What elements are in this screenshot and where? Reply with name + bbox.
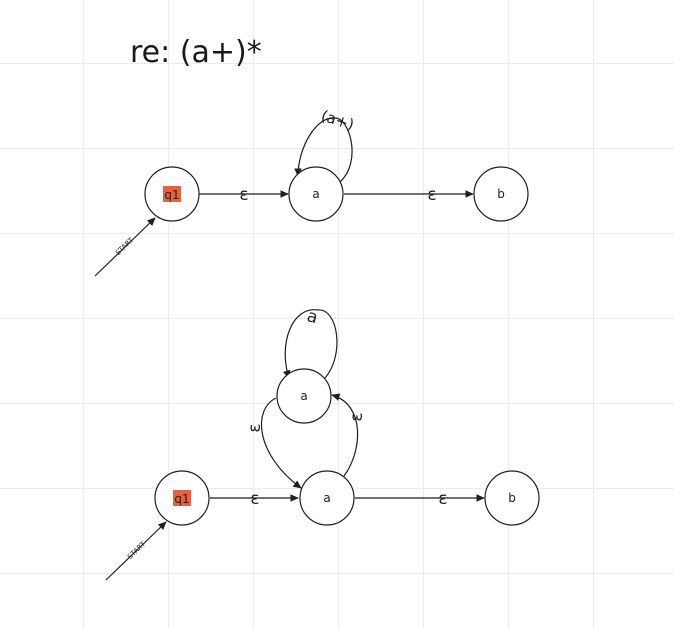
start-arrow <box>94 217 156 277</box>
state-q1[interactable]: q1 <box>144 166 200 222</box>
edge-a-top-to-a-label: ε <box>245 423 265 432</box>
state-q1-2-highlight <box>173 490 191 506</box>
edge-a-top-to-a <box>260 397 302 489</box>
start-arrow-2 <box>105 521 167 581</box>
regex-title: re: (a+)* <box>130 35 262 70</box>
edge-a-b-2-label: ε <box>438 489 447 509</box>
edge-q1-a-label: ε <box>239 185 248 205</box>
state-b-label: b <box>497 187 505 201</box>
edge-a-to-a-top <box>331 393 359 477</box>
state-b-2-label: b <box>508 491 516 505</box>
state-a-label: a <box>312 187 319 201</box>
state-a-top-label: a <box>300 389 307 403</box>
edge-a-b-label: ε <box>427 185 436 205</box>
edge-a-to-a-top-label: ε <box>347 412 367 421</box>
loop-edge-a <box>294 117 353 183</box>
state-a-top[interactable]: a <box>276 368 332 424</box>
edge-q1-a-2-label: ε <box>250 489 259 509</box>
loop-edge-a-top <box>283 309 338 379</box>
state-q1-label: q1 <box>164 188 179 202</box>
state-q1-highlight <box>163 186 181 202</box>
state-a-2-label: a <box>323 491 330 505</box>
state-a[interactable]: a <box>288 166 344 222</box>
diagram-2: START a ε ε ε ε a q1 a b <box>105 306 540 581</box>
state-a-2[interactable]: a <box>299 470 355 526</box>
state-b[interactable]: b <box>473 166 529 222</box>
diagram-1: START (a+) ε ε q1 a b <box>94 107 529 277</box>
loop-edge-a-top-label: a <box>305 306 320 328</box>
loop-edge-label: (a+) <box>319 107 356 134</box>
start-label: START <box>114 236 136 257</box>
state-q1-2-label: q1 <box>174 492 189 506</box>
state-q1-2[interactable]: q1 <box>154 470 210 526</box>
state-b-2[interactable]: b <box>484 470 540 526</box>
